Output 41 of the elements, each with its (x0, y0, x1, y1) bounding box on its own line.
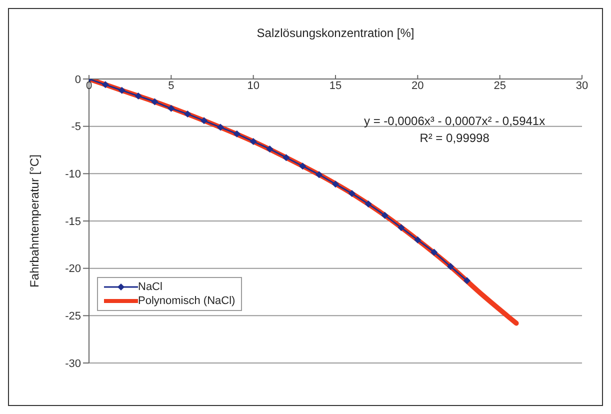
point (447, 262, 454, 270)
y-tick-label: -25 (65, 310, 81, 323)
point (299, 162, 306, 170)
x-tick-label: 10 (247, 80, 260, 92)
point (430, 248, 438, 256)
point (168, 104, 175, 112)
legend-label: NaCl (138, 281, 162, 293)
point (316, 171, 323, 178)
point (266, 146, 274, 153)
point (282, 154, 290, 162)
point (381, 212, 388, 219)
annotation: R² = 0,99998 (418, 130, 490, 147)
annotation: y = -0,0006x³ - 0,0007x² - 0,5941x (364, 113, 546, 130)
point (118, 86, 126, 94)
legend-label: Polynomisch (NaCl) (138, 295, 236, 307)
point (216, 124, 224, 131)
x-tick-label: 5 (168, 80, 174, 92)
point (134, 92, 142, 100)
point (332, 180, 339, 188)
point (348, 190, 356, 198)
y-axis-title: Fahrbahntemperatur [°C] (27, 154, 42, 288)
y-tick-label: -5 (71, 121, 81, 134)
y-tick-label: -30 (65, 358, 81, 370)
point (102, 81, 109, 88)
y-tick-label: -10 (65, 168, 81, 181)
point (200, 117, 208, 124)
x-tick-label: 15 (329, 80, 342, 92)
point (250, 138, 257, 145)
point (184, 110, 192, 118)
y-tick-label: -15 (65, 216, 81, 228)
x-tick-label: 20 (412, 80, 424, 92)
point (151, 98, 158, 106)
point (233, 130, 240, 138)
point (398, 224, 405, 232)
point (414, 236, 422, 244)
point (463, 277, 470, 284)
x-tick-label: 30 (576, 80, 588, 92)
point (364, 200, 372, 208)
x-tick-label: 25 (494, 80, 506, 92)
x-axis-title: Salzlösungskonzentration [%] (256, 26, 414, 40)
y-tick-label: -20 (65, 263, 81, 276)
